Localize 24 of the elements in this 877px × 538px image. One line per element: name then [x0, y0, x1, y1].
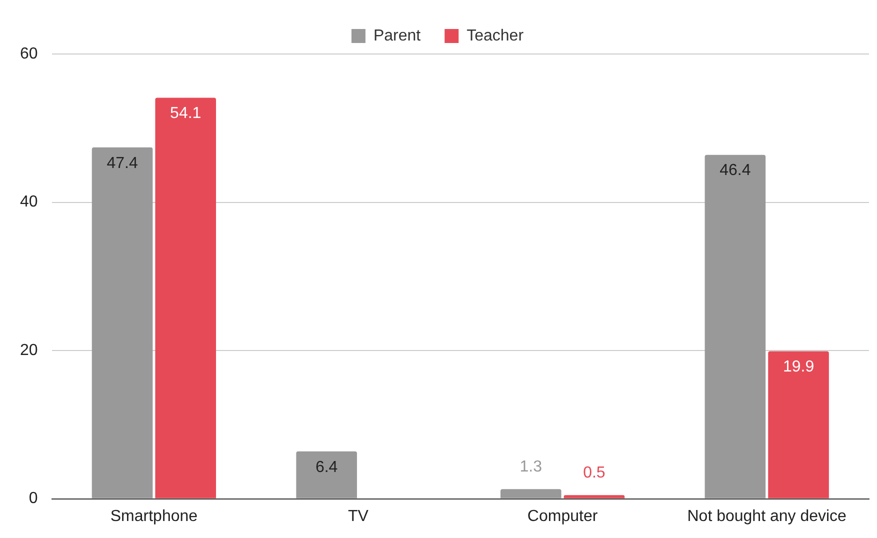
bar: [500, 489, 562, 498]
data-label: 1.3: [520, 458, 542, 476]
bar: [155, 98, 216, 498]
y-tick-label: 60: [20, 45, 38, 62]
data-label: 6.4: [315, 458, 338, 476]
bar: [296, 451, 357, 498]
y-tick-label: 0: [28, 490, 38, 508]
data-label: 19.9: [782, 358, 814, 376]
x-tick-label: Computer: [527, 508, 598, 525]
data-label: 0.5: [583, 464, 606, 482]
x-tick-label: Not bought any device: [687, 508, 847, 525]
legend-label: Parent: [373, 27, 422, 44]
bar: [768, 351, 829, 498]
y-tick-label: 20: [20, 342, 38, 359]
bar: [704, 154, 766, 498]
legend-label: Teacher: [466, 27, 524, 44]
bar: [92, 147, 153, 498]
data-label: 54.1: [170, 105, 202, 122]
x-tick-label: TV: [348, 508, 369, 525]
data-label: 47.4: [106, 154, 138, 172]
x-tick-label: Smartphone: [110, 508, 198, 525]
bar: [564, 495, 625, 498]
y-tick-label: 40: [20, 194, 38, 211]
data-label: 46.4: [720, 162, 751, 180]
